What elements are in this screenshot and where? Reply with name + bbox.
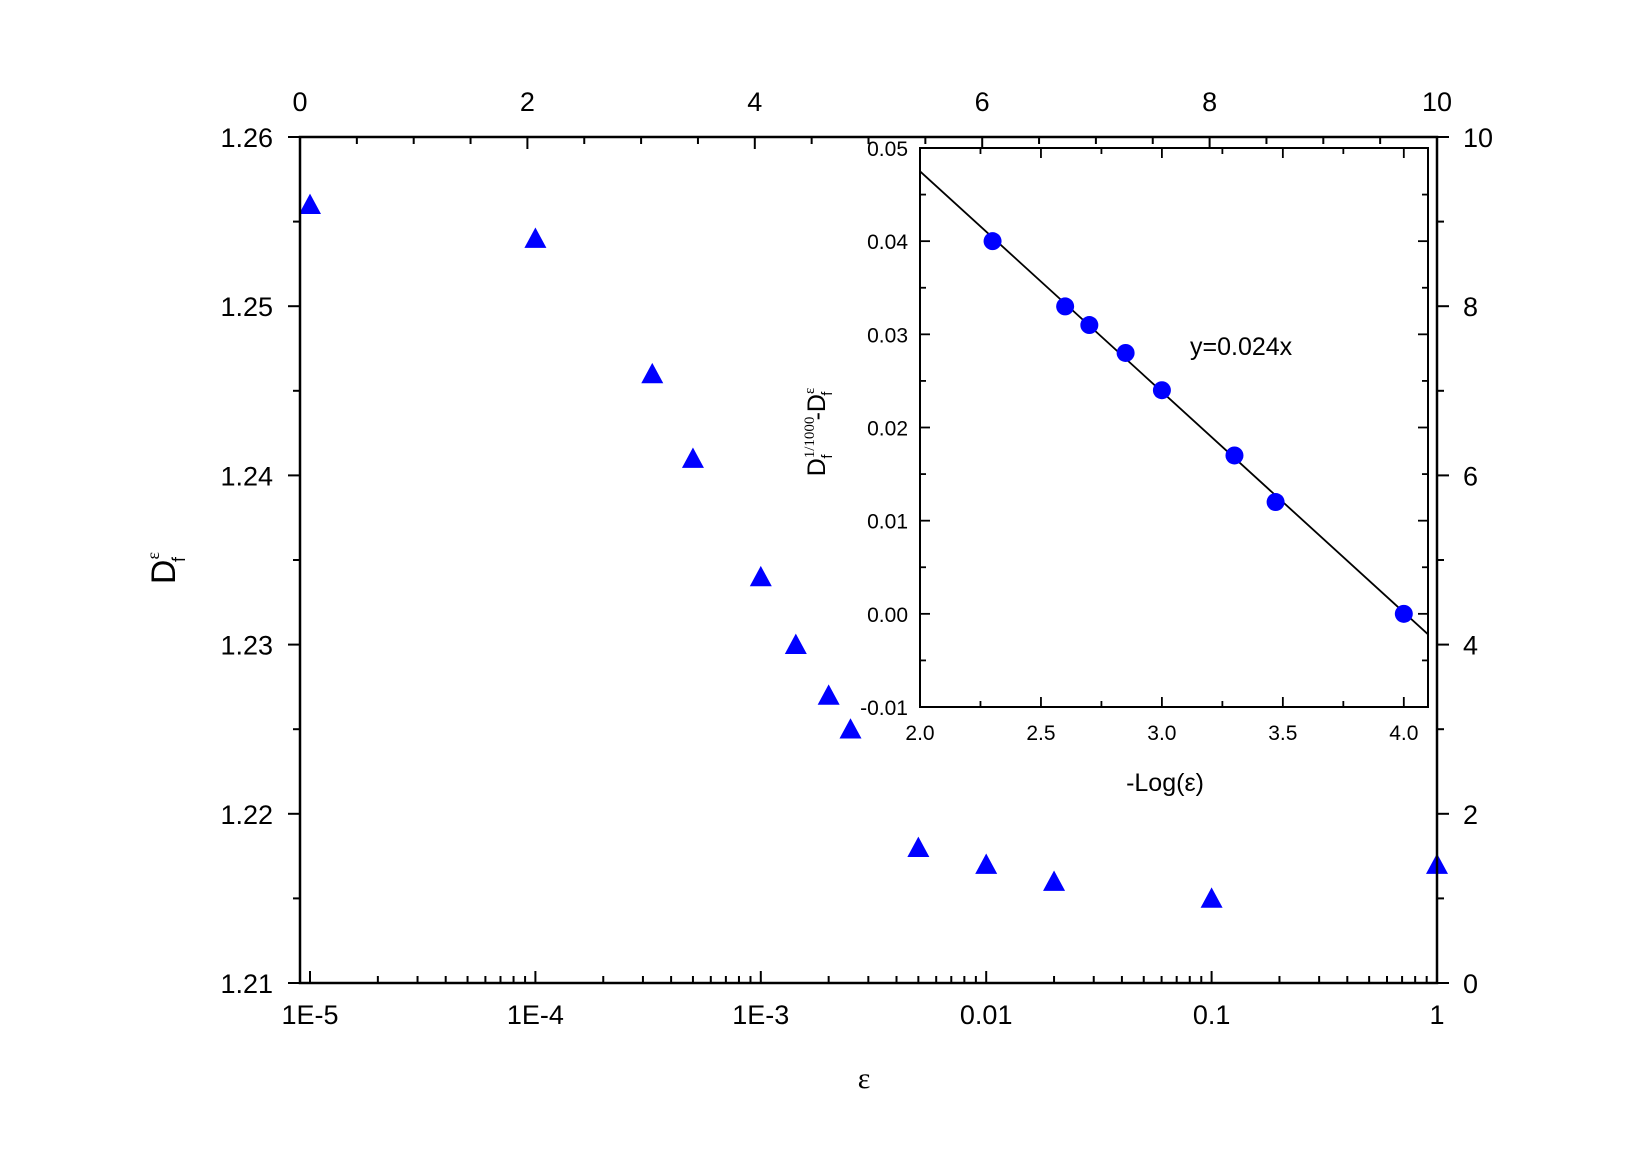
inset-y-title-sub2: f: [819, 391, 836, 396]
inset-y-title-sup2: ε: [802, 388, 818, 394]
inset-chart: 2.0 2.5 3.0 3.5 4.0 -0.01 0.00 0.01 0.02 0.03 0.04…: [860, 138, 1429, 745]
data-point-triangle: [641, 362, 664, 384]
y-axis-title-sub: f: [169, 556, 189, 562]
inset-data-point: [1056, 297, 1075, 316]
inset-x-tick-label: 3.0: [1147, 722, 1176, 745]
inset-x-tick-label: 2.0: [905, 722, 934, 745]
main-chart: 1E-5 1E-4 1E-3 0.01 0.1 1 1.21 1.22 1.23 1.24 1.25…: [220, 87, 1493, 1030]
inset-y-title-mid: -D: [803, 394, 831, 420]
top-tick-label: 6: [975, 87, 990, 117]
svg-text:Dεf: Dε f: [143, 552, 189, 585]
data-point-triangle: [299, 193, 321, 215]
top-tick-label: 0: [292, 87, 307, 117]
y-axis-title-main: D: [145, 560, 183, 585]
y-axis-title: Dε f: [143, 552, 189, 585]
x-tick-label: 1: [1429, 1000, 1444, 1030]
data-point-triangle: [817, 684, 840, 705]
inset-data-point: [1394, 604, 1413, 623]
y-tick-label: 1.22: [220, 800, 273, 830]
right-tick-label: 2: [1463, 800, 1478, 830]
x-tick-label: 1E-3: [732, 1000, 789, 1030]
inset-data-point: [1225, 446, 1244, 465]
data-point-triangle: [839, 718, 862, 739]
x-tick-label: 0.1: [1193, 1000, 1231, 1030]
inset-data-point: [1266, 493, 1285, 512]
data-point-triangle: [524, 227, 547, 248]
x-tick-label: 0.01: [960, 1000, 1013, 1030]
inset-x-axis-title: -Log(ε): [1126, 769, 1204, 797]
right-tick-label: 6: [1463, 461, 1478, 491]
inset-data-point: [1080, 316, 1099, 335]
right-tick-label: 4: [1463, 631, 1478, 661]
y-tick-label: 1.21: [220, 969, 273, 999]
y-tick-label: 1.26: [220, 123, 273, 153]
inset-x-tick-label: 4.0: [1389, 722, 1418, 745]
inset-y-title-main: D: [803, 458, 831, 476]
data-point-triangle: [975, 853, 998, 874]
svg-text:D1/1000f-Dεf: D1/1000f-Dεf: [802, 388, 836, 477]
inset-y-tick-label: 0.01: [867, 511, 908, 534]
inset-x-tick-label: 2.5: [1026, 722, 1055, 745]
data-point-triangle: [784, 633, 807, 654]
right-tick-label: 0: [1463, 969, 1478, 999]
inset-y-title-sub: f: [819, 454, 836, 459]
inset-y-tick-label: 0.04: [867, 231, 908, 254]
data-point-triangle: [1043, 870, 1066, 891]
inset-y-tick-label: -0.01: [860, 697, 908, 720]
inset-x-tick-label: 3.5: [1268, 722, 1297, 745]
inset-y-tick-label: 0.02: [867, 418, 908, 441]
right-tick-label: 8: [1463, 292, 1478, 322]
top-tick-label: 10: [1422, 87, 1452, 117]
y-tick-label: 1.23: [220, 631, 273, 661]
inset-plot-frame: [919, 147, 1429, 708]
x-tick-label: 1E-4: [507, 1000, 564, 1030]
inset-y-tick-label: 0.00: [867, 604, 908, 627]
right-tick-label: 10: [1463, 123, 1493, 153]
x-tick-label: 1E-5: [281, 1000, 338, 1030]
y-tick-label: 1.25: [220, 292, 273, 322]
x-axis-title: ε: [858, 1062, 871, 1095]
inset-data-point: [983, 232, 1002, 251]
inset-data-point: [1152, 381, 1171, 400]
inset-y-title-sup1: 1/1000: [802, 417, 818, 459]
data-point-triangle: [749, 565, 772, 587]
fit-equation-annotation: y=0.024x: [1190, 333, 1293, 361]
main-plot-frame: [298, 135, 1439, 985]
inset-data-point: [1116, 343, 1135, 362]
data-point-triangle: [681, 447, 704, 468]
y-axis-title-sup: ε: [143, 552, 163, 560]
top-tick-label: 2: [520, 87, 535, 117]
data-point-triangle: [1200, 887, 1223, 908]
inset-y-tick-label: 0.03: [867, 324, 908, 347]
top-tick-label: 4: [747, 87, 762, 117]
y-tick-label: 1.24: [220, 461, 273, 491]
inset-fit-line: [919, 170, 1429, 635]
inset-y-tick-label: 0.05: [867, 138, 908, 161]
top-tick-label: 8: [1202, 87, 1217, 117]
inset-y-axis-title: D1/1000f-Dεf: [802, 388, 836, 477]
data-point-triangle: [907, 836, 930, 857]
